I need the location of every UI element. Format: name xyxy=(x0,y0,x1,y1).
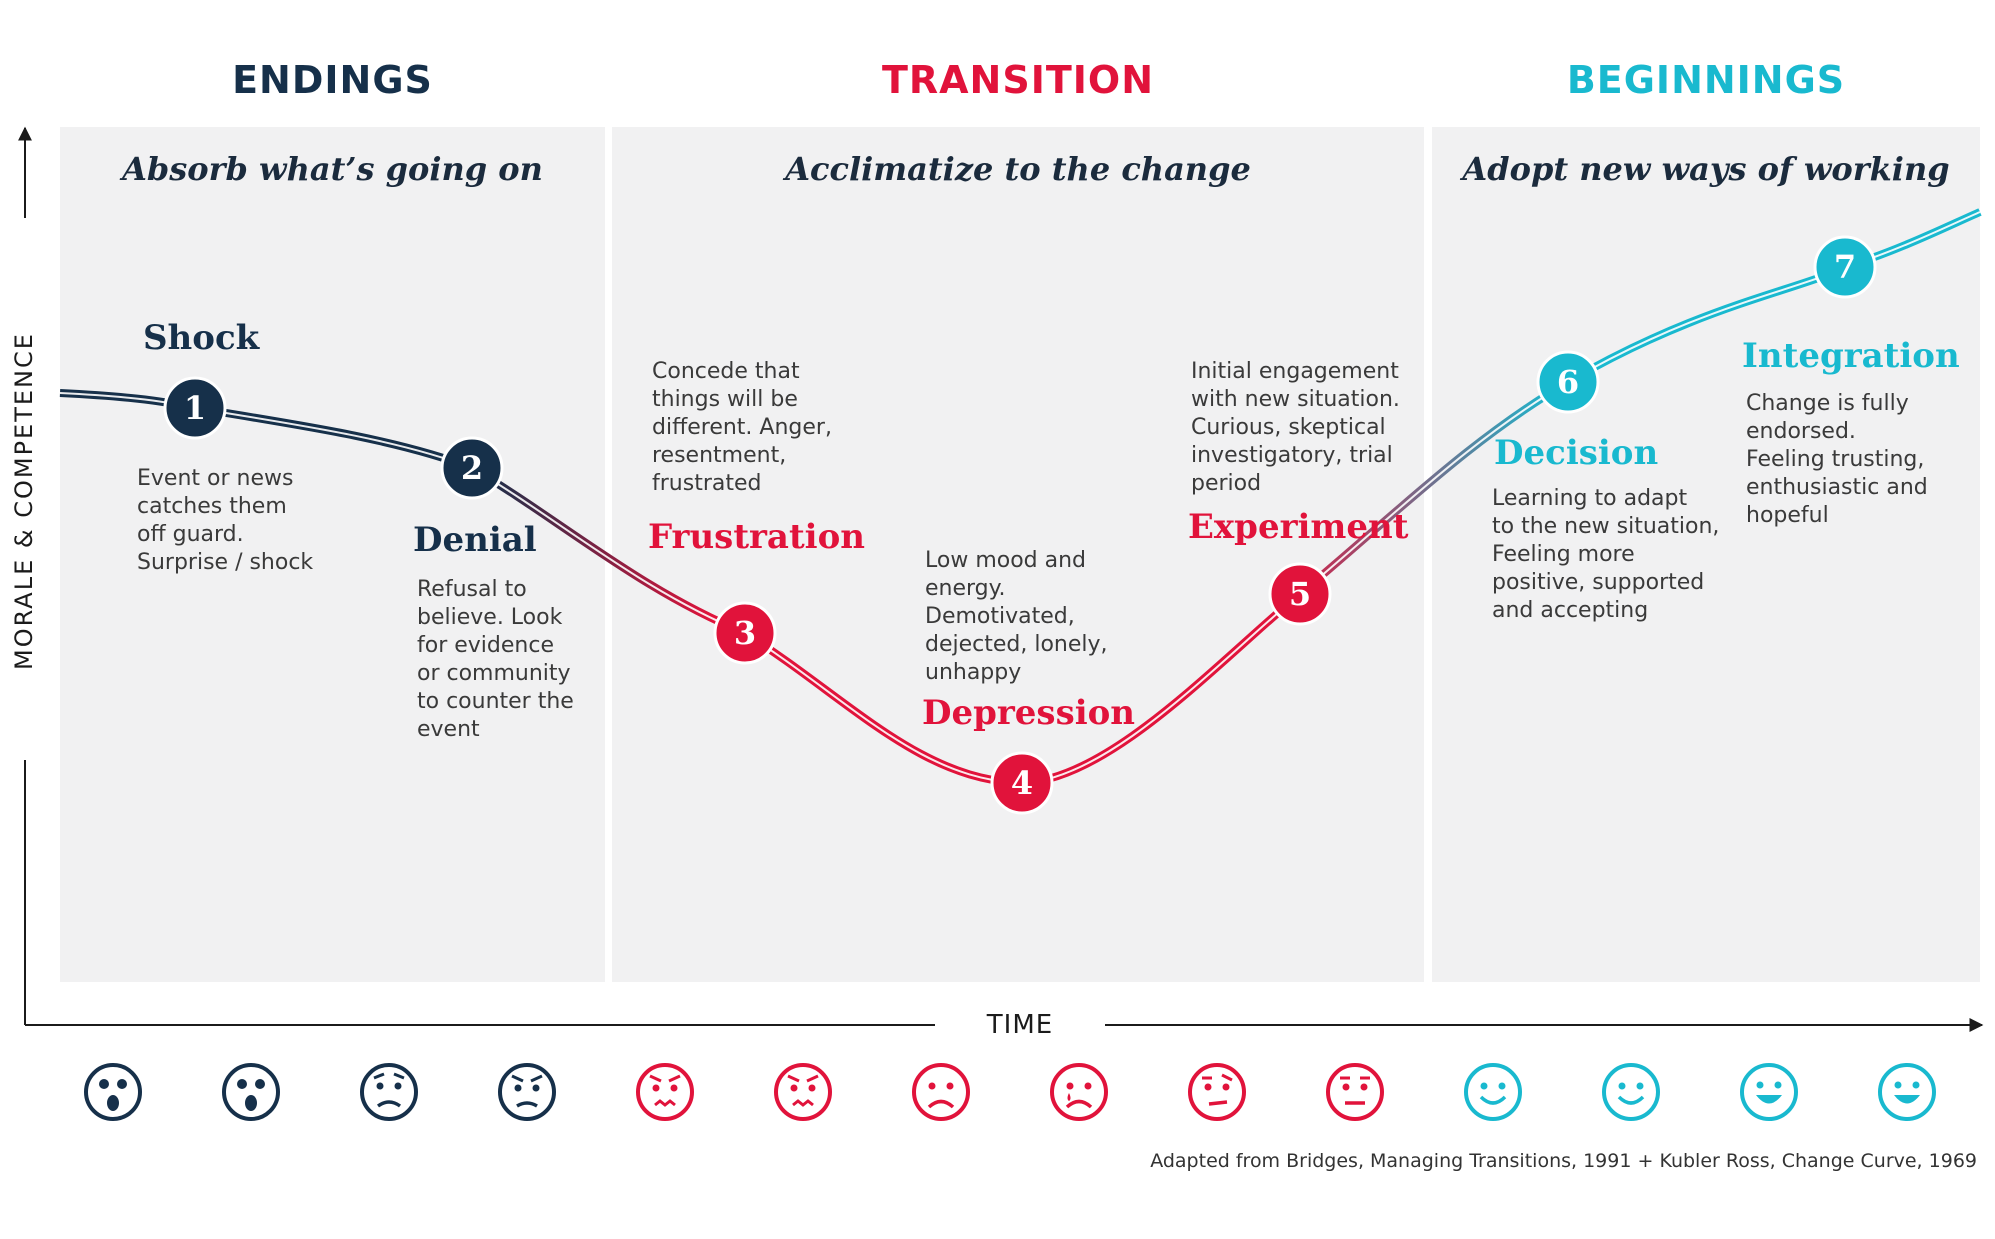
x-axis-label: TIME xyxy=(960,1010,1080,1040)
stage-marker-circle xyxy=(1813,235,1877,299)
stage-name-experiment: Experiment xyxy=(1188,507,1409,547)
worried-face-icon xyxy=(360,1063,418,1121)
stage-marker-integration: 7 xyxy=(1813,235,1877,299)
y-axis-label: MORALE & COMPETENCE xyxy=(10,332,38,670)
stage-marker-depression: 4 xyxy=(990,751,1054,815)
stage-name-decision: Decision xyxy=(1494,433,1659,473)
stage-marker-decision: 6 xyxy=(1536,350,1600,414)
stage-marker-circle xyxy=(440,436,504,500)
stage-marker-circle xyxy=(1268,562,1332,626)
stage-marker-number: 2 xyxy=(461,449,483,487)
stage-marker-number: 1 xyxy=(184,389,206,427)
stage-marker-circle xyxy=(713,601,777,665)
shocked-face-icon xyxy=(84,1063,142,1121)
phase-title-transition: TRANSITION xyxy=(881,58,1155,102)
stage-marker-shock: 1 xyxy=(163,376,227,440)
stage-description-integration: Change is fully endorsed. Feeling trusting… xyxy=(1746,391,1928,528)
angry-face-icon xyxy=(636,1063,694,1121)
stage-description-experiment: Initial engagement with new situation. Cur… xyxy=(1191,359,1400,496)
stage-marker-frustration: 3 xyxy=(713,601,777,665)
stage-marker-number: 4 xyxy=(1011,764,1033,802)
stage-marker-circle xyxy=(163,376,227,440)
annoyed-face-icon xyxy=(498,1063,556,1121)
happy-face-icon xyxy=(1740,1063,1798,1121)
sad-face-icon xyxy=(912,1063,970,1121)
phase-subtitle-beginnings: Adopt new ways of working xyxy=(1462,150,1950,188)
crying-face-icon xyxy=(1050,1063,1108,1121)
stage-description-shock: Event or news catches them off guard. Surpr… xyxy=(137,466,314,575)
stage-name-integration: Integration xyxy=(1742,336,1960,376)
stage-marker-circle xyxy=(1536,350,1600,414)
source-note: Adapted from Bridges, Managing Transitio… xyxy=(1150,1150,1977,1172)
stage-marker-number: 3 xyxy=(734,614,756,652)
stage-name-depression: Depression xyxy=(922,693,1136,733)
shocked-face-icon xyxy=(222,1063,280,1121)
smiling-face-icon xyxy=(1602,1063,1660,1121)
stage-marker-experiment: 5 xyxy=(1268,562,1332,626)
stage-description-depression: Low mood and energy. Demotivated, dejected,… xyxy=(925,548,1108,685)
phase-subtitle-endings: Absorb what’s going on xyxy=(122,150,543,188)
stage-marker-circle xyxy=(990,751,1054,815)
stage-marker-number: 6 xyxy=(1557,363,1579,401)
stage-description-denial: Refusal to believe. Look for evidence or co… xyxy=(417,577,574,742)
smiling-face-icon xyxy=(1464,1063,1522,1121)
transition-panel xyxy=(612,127,1424,982)
skeptical-face-icon xyxy=(1188,1063,1246,1121)
happy-face-icon xyxy=(1878,1063,1936,1121)
phase-title-beginnings: BEGINNINGS xyxy=(1566,58,1846,102)
stage-name-shock: Shock xyxy=(143,318,260,358)
stage-marker-number: 5 xyxy=(1289,575,1311,613)
endings-panel xyxy=(60,127,605,982)
stage-name-denial: Denial xyxy=(413,520,537,560)
phase-title-endings: ENDINGS xyxy=(232,58,433,102)
stage-name-frustration: Frustration xyxy=(648,517,865,557)
angry-face-icon xyxy=(774,1063,832,1121)
beginnings-panel xyxy=(1432,127,1980,982)
stage-description-frustration: Concede that things will be different. Ang… xyxy=(652,359,832,496)
stage-marker-number: 7 xyxy=(1834,248,1856,286)
stage-description-decision: Learning to adapt to the new situation, Fe… xyxy=(1492,486,1720,623)
neutral-face-icon xyxy=(1326,1063,1384,1121)
phase-subtitle-transition: Acclimatize to the change xyxy=(785,150,1251,188)
stage-marker-denial: 2 xyxy=(440,436,504,500)
